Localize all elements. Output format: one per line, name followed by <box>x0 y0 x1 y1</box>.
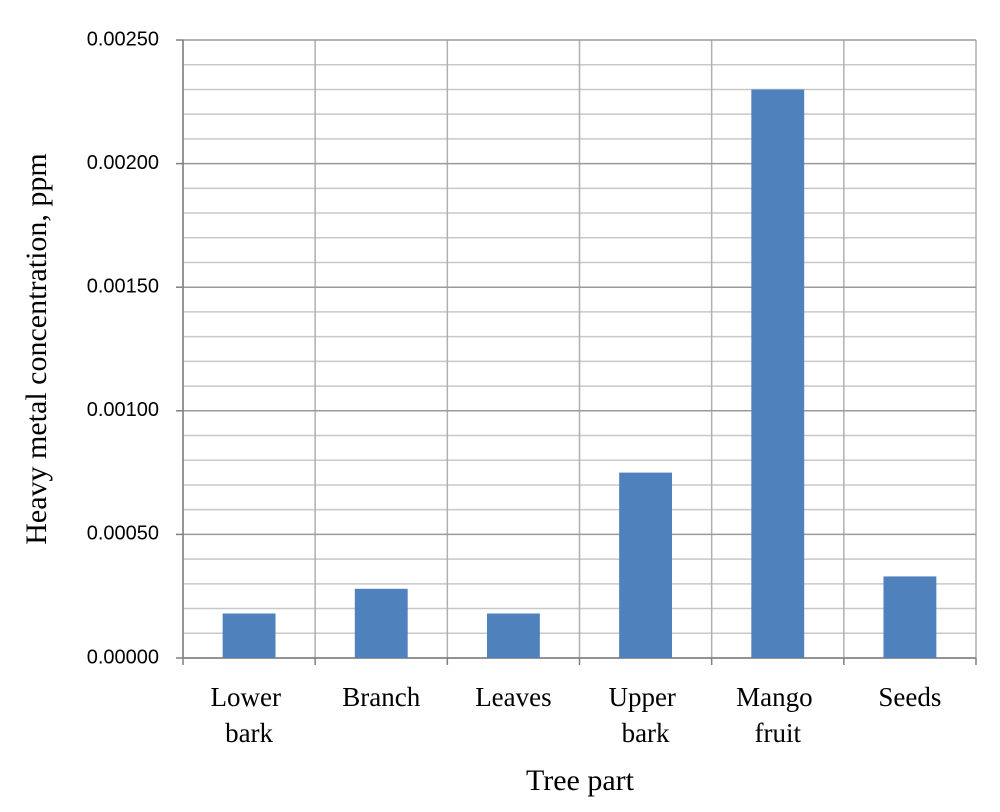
y-tick-label: 0.00200 <box>87 152 159 174</box>
x-tick-label: Seeds <box>878 682 941 712</box>
x-tick-label: Mango fruit <box>736 682 819 748</box>
y-tick-label: 0.00050 <box>87 523 159 545</box>
x-tick-label: Leaves <box>475 682 551 712</box>
y-axis-title: Heavy metal concentration, ppm <box>20 153 53 545</box>
x-axis-title: Tree part <box>526 764 635 797</box>
bar <box>751 89 805 658</box>
y-tick-label: 0.00000 <box>87 646 159 668</box>
bar <box>619 472 673 658</box>
bar <box>883 576 937 658</box>
x-tick-label: Lower bark <box>210 682 287 748</box>
bar <box>222 613 276 658</box>
y-tick-label: 0.00250 <box>87 28 159 50</box>
y-tick-label: 0.00100 <box>87 399 159 421</box>
bar <box>486 613 540 658</box>
x-tick-label: Branch <box>342 682 420 712</box>
x-tick-label: Upper bark <box>608 682 682 748</box>
bar <box>354 588 408 658</box>
y-tick-label: 0.00150 <box>87 275 159 297</box>
